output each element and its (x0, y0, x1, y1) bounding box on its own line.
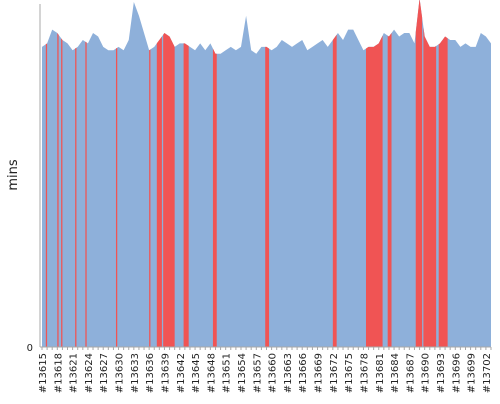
highlight-band (265, 46, 270, 347)
highlight-band (415, 0, 423, 347)
highlight-band (365, 35, 383, 347)
x-ticks: #13615 #13618 #13621 #13624 #13627 #13630 #136… (38, 347, 493, 393)
x-tick-label: #13687 (405, 353, 416, 393)
x-tick-label: #13630 (115, 353, 126, 393)
x-tick-label: #13678 (359, 353, 370, 393)
x-tick-label: #13654 (237, 353, 248, 393)
y-tick-label: 0 (27, 343, 33, 354)
plot-area (42, 0, 491, 348)
x-tick-label: #13615 (38, 353, 49, 393)
x-tick-label: #13690 (421, 353, 432, 393)
highlight-band (115, 47, 118, 348)
highlight-band (423, 27, 437, 347)
x-tick-label: #13639 (160, 353, 171, 393)
highlight-band (156, 36, 162, 347)
x-tick-label: #13627 (99, 353, 110, 393)
highlight-band (438, 36, 448, 347)
x-tick-label: #13681 (375, 353, 386, 393)
y-ticks: 0 (27, 343, 33, 354)
highlight-band (57, 33, 59, 348)
x-tick-label: #13660 (268, 353, 279, 393)
y-axis-title: mins (6, 159, 21, 191)
highlight-band (163, 33, 175, 348)
x-tick-label: #13675 (344, 353, 355, 393)
x-tick-label: #13669 (314, 353, 325, 393)
highlight-band (387, 33, 392, 348)
x-tick-label: #13621 (69, 353, 80, 393)
highlight-band (45, 43, 48, 348)
x-tick-label: #13651 (222, 353, 233, 393)
x-tick-label: #13672 (329, 353, 340, 393)
axes (39, 4, 491, 348)
highlight-band (85, 41, 87, 348)
x-tick-label: #13663 (283, 353, 294, 393)
x-tick-label: #13693 (436, 353, 447, 393)
x-tick-label: #13666 (298, 353, 309, 393)
highlight-band (332, 34, 337, 348)
x-tick-label: #13696 (451, 353, 462, 393)
x-tick-label: #13636 (145, 353, 156, 393)
x-tick-label: #13684 (390, 353, 401, 393)
x-tick-label: #13648 (206, 353, 217, 393)
highlight-band (183, 43, 189, 348)
highlight-band (61, 38, 63, 347)
x-tick-label: #13645 (191, 353, 202, 393)
x-tick-label: #13642 (176, 353, 187, 393)
x-tick-label: #13702 (482, 353, 493, 393)
x-tick-label: #13633 (130, 353, 141, 393)
x-tick-label: #13618 (53, 353, 64, 393)
highlight-band (75, 47, 77, 348)
highlight-band (149, 49, 151, 347)
x-tick-label: #13699 (467, 353, 478, 393)
x-tick-label: #13624 (84, 353, 95, 393)
x-tick-label: #13657 (252, 353, 263, 393)
highlight-band (212, 48, 217, 347)
